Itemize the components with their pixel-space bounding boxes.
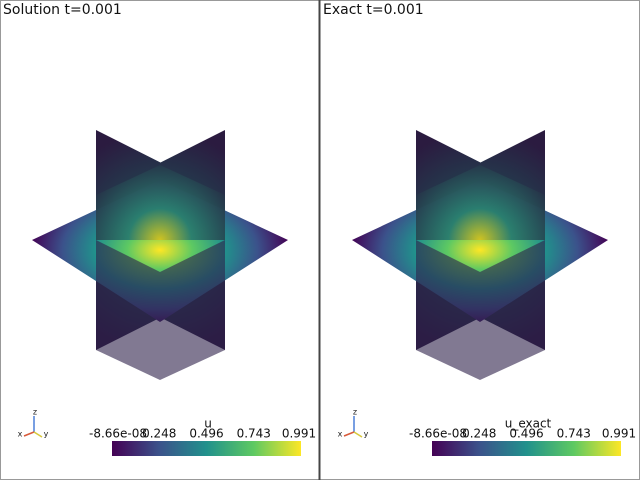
colorbar-tick-label: 0.496 [509,427,543,441]
slice-plane [96,240,160,380]
slice-plane [160,165,225,240]
colorbar-tick-label: 0.248 [142,427,176,441]
colorbar-tick-label: -8.66e-08 [409,427,467,441]
axis-label: y [44,430,49,439]
colorbar-tick-label: 0.248 [462,427,496,441]
axis-line [343,431,355,437]
panel-title: Solution t=0.001 [3,2,122,18]
colorbar-tick-label: 0.991 [282,427,316,441]
slice-plane [96,165,160,240]
axis-label: z [33,408,37,417]
colorbar [112,441,301,456]
colorbar-tick-label: 0.743 [557,427,591,441]
colorbar-tick-label: 0.743 [237,427,271,441]
panel: Solution t=0.001 x y z u -8.66e-080.248 0.496 0… [3,2,316,456]
slice-plane [480,240,545,380]
axis-label: x [338,430,343,439]
axis-line [23,431,35,437]
colorbar-tick-label: -8.66e-08 [89,427,147,441]
axis-label: y [364,430,369,439]
colorbar-tick-label: 0.991 [602,427,636,441]
axis-label: z [353,408,357,417]
axis-line [353,431,363,438]
colorbar-label: u [204,417,212,431]
slice-plane [160,240,225,380]
colorbar-tick-label: 0.496 [189,427,223,441]
colorbar-label: u_exact [505,417,552,431]
slice-plane [416,240,480,380]
colorbar [432,441,621,456]
slice-plane [480,165,545,240]
panel: Exact t=0.001 x y z u_exact -8.66e-080.248 0.4… [323,2,636,456]
slice-plane [416,165,480,240]
axis-label: x [18,430,23,439]
axis-line [33,431,43,438]
panel-title: Exact t=0.001 [323,2,424,18]
